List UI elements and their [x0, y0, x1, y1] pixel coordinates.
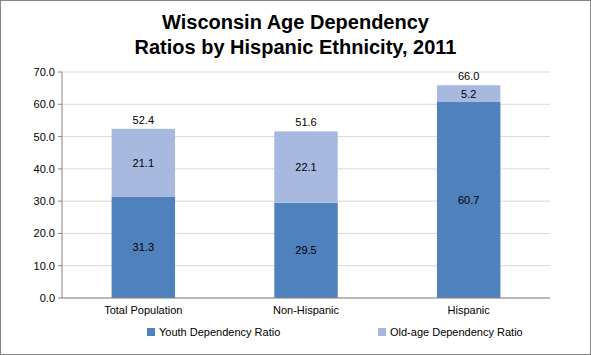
title-line: Ratios by Hispanic Ethnicity, 2011: [135, 36, 457, 58]
legend-label: Youth Dependency Ratio: [159, 326, 280, 338]
total-label: 52.4: [133, 114, 154, 126]
data-label: 29.5: [295, 244, 316, 256]
y-tick: [58, 72, 62, 73]
legend-swatch: [147, 328, 155, 336]
x-axis: [62, 298, 550, 299]
bar-segment: [112, 129, 175, 197]
y-axis: [62, 72, 63, 298]
chart-frame: [1, 1, 591, 355]
y-tick: [58, 201, 62, 202]
chart-title: Wisconsin Age Dependency Ratios by Hispan…: [135, 11, 457, 58]
grid: [58, 72, 550, 298]
legend-label: Old-age Dependency Ratio: [390, 326, 523, 338]
data-label: 5.2: [461, 88, 476, 100]
y-tick: [58, 298, 62, 299]
y-tick: [58, 168, 62, 169]
bar-segment: [437, 102, 500, 298]
bars: [112, 85, 501, 298]
x-tick-label: Hispanic: [448, 304, 491, 316]
y-tick: [58, 136, 62, 137]
y-tick-label: 60.0: [34, 98, 55, 110]
y-tick-label: 10.0: [34, 260, 55, 272]
y-tick-label: 30.0: [34, 195, 55, 207]
grid-line: [62, 298, 550, 299]
data-label: 21.1: [133, 157, 154, 169]
y-tick-label: 20.0: [34, 227, 55, 239]
bar-segment: [437, 85, 500, 102]
y-tick: [58, 104, 62, 105]
data-labels: 31.3 21.1 52.4 29.5 22.1 51.6 60.7 5.2 66.0: [133, 70, 480, 256]
x-tick-label: Non-Hispanic: [273, 304, 340, 316]
y-tick-label: 40.0: [34, 163, 55, 175]
data-label: 22.1: [295, 161, 316, 173]
data-label: 60.7: [458, 194, 479, 206]
total-label: 66.0: [458, 70, 479, 82]
bar-segment: [112, 197, 175, 298]
bar-segment: [274, 131, 337, 202]
x-tick-label: Total Population: [104, 304, 182, 316]
y-tick-label: 0.0: [40, 292, 55, 304]
y-tick: [58, 233, 62, 234]
chart-svg: Wisconsin Age Dependency Ratios by Hispan…: [0, 0, 591, 355]
bar-segment: [274, 203, 337, 298]
title-line: Wisconsin Age Dependency: [162, 11, 430, 33]
chart-container: Wisconsin Age Dependency Ratios by Hispan…: [0, 0, 591, 355]
y-tick: [58, 265, 62, 266]
legend-swatch: [378, 328, 386, 336]
y-tick-label: 50.0: [34, 131, 55, 143]
total-label: 51.6: [295, 116, 316, 128]
y-tick-label: 70.0: [34, 66, 55, 78]
data-label: 31.3: [133, 241, 154, 253]
legend: Youth Dependency Ratio Old-age Dependency…: [147, 326, 523, 338]
